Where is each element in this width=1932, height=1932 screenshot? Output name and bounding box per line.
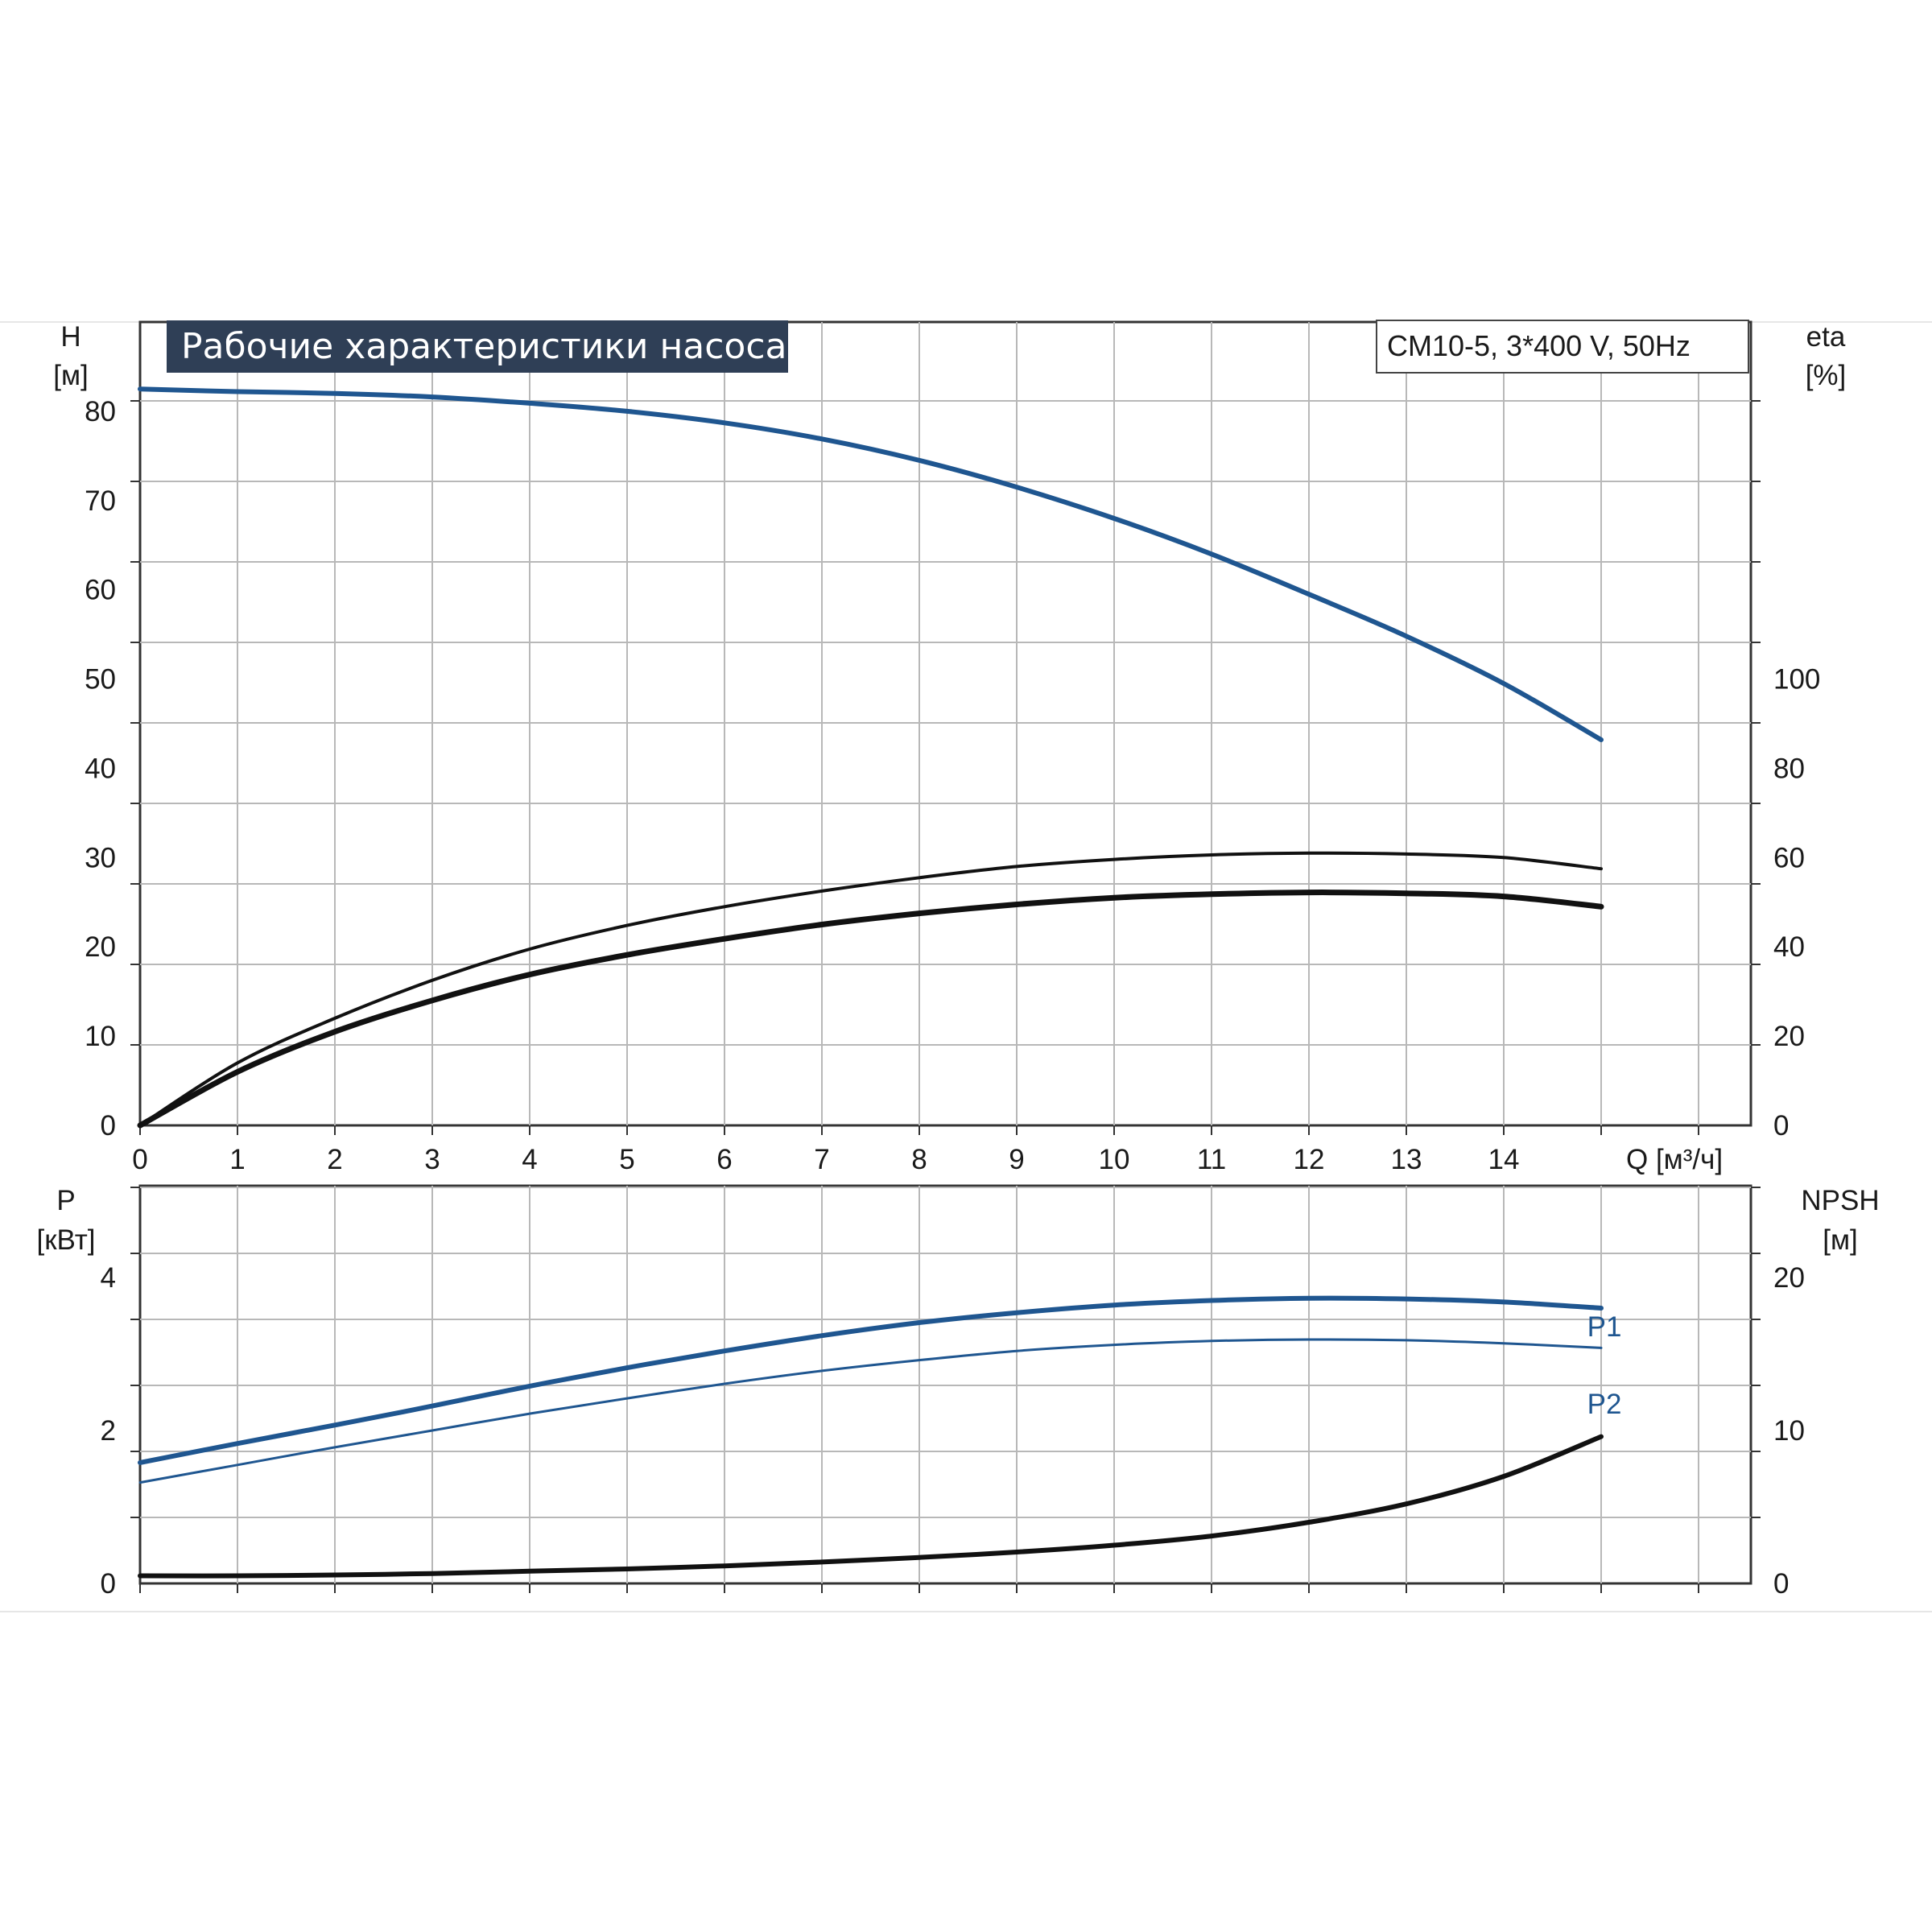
- chart-title-background: [167, 320, 788, 373]
- x-tick-label: 1: [229, 1144, 245, 1175]
- y-right-tick-label: 60: [1773, 842, 1805, 873]
- h-axis-unit: [м]: [53, 360, 89, 391]
- curves: [137, 386, 1604, 1579]
- x-tick-label: 3: [424, 1144, 440, 1175]
- x-tick-label: 12: [1294, 1144, 1325, 1175]
- x-tick-label: 6: [716, 1144, 732, 1175]
- series-line-panel1-3: [137, 890, 1604, 1129]
- x-tick-label: 8: [911, 1144, 927, 1175]
- y-left-tick-label: 40: [85, 753, 116, 784]
- p1-series-label: P1: [1587, 1311, 1622, 1343]
- x-tick-label: 9: [1009, 1144, 1024, 1175]
- x-tick-label: 13: [1391, 1144, 1422, 1175]
- y-right-tick-label: 20: [1773, 1262, 1805, 1294]
- model-label: CM10-5, 3*400 V, 50Hz: [1387, 329, 1690, 362]
- y-right-tick-label: 40: [1773, 931, 1805, 963]
- x-tick-label: 14: [1488, 1144, 1520, 1175]
- model-label-box: CM10-5, 3*400 V, 50Hz: [1376, 320, 1749, 374]
- y-right-tick-label: 0: [1773, 1110, 1789, 1141]
- y-right-tick-label: 100: [1773, 664, 1820, 696]
- y-left-tick-label: 20: [85, 931, 116, 963]
- p-axis-unit: [кВт]: [37, 1224, 96, 1256]
- y-right-tick-label: 80: [1773, 753, 1805, 784]
- p-axis-symbol: P: [56, 1185, 75, 1216]
- y-right-tick-label: 20: [1773, 1021, 1805, 1052]
- p2-series-label: P2: [1587, 1389, 1622, 1420]
- eta-axis-unit: [%]: [1806, 360, 1847, 391]
- y-left-tick-label: 30: [85, 842, 116, 873]
- x-tick-label: 11: [1197, 1144, 1226, 1175]
- npsh-axis-symbol: NPSH: [1801, 1185, 1879, 1216]
- y-left-tick-label: 0: [101, 1110, 116, 1141]
- h-axis-symbol: H: [60, 321, 80, 353]
- npsh-axis-unit: [м]: [1823, 1224, 1858, 1256]
- model-label-frame: [1376, 320, 1749, 374]
- series-line-panel2-3: [138, 1434, 1604, 1579]
- y-left-tick-label: 10: [85, 1021, 116, 1052]
- x-tick-label: 4: [522, 1144, 537, 1175]
- series-line-panel1-1: [138, 386, 1604, 742]
- x-tick-label: 7: [814, 1144, 829, 1175]
- series-line-panel2-1: [138, 1295, 1604, 1465]
- x-tick-label: 5: [619, 1144, 634, 1175]
- x-tick-label: 10: [1099, 1144, 1130, 1175]
- y-left-tick-label: 50: [85, 664, 116, 696]
- y-left-tick-label: 80: [85, 396, 116, 427]
- series-line-panel1-2: [138, 851, 1603, 1127]
- y-left-tick-label: 70: [85, 485, 116, 517]
- x-tick-label: 0: [132, 1144, 147, 1175]
- y-right-tick-label: 0: [1773, 1568, 1789, 1600]
- y-left-tick-label: 0: [101, 1568, 116, 1600]
- y-right-tick-label: 10: [1773, 1415, 1805, 1447]
- chart-title-box: Рабочие характеристики насоса: [167, 320, 788, 373]
- chart-title: Рабочие характеристики насоса: [181, 326, 786, 367]
- y-left-tick-label: 60: [85, 575, 116, 606]
- y-left-tick-label: 2: [101, 1415, 116, 1447]
- chart-frames: [0, 320, 1932, 1612]
- x-tick-label: 2: [327, 1144, 342, 1175]
- grid: [130, 322, 1761, 1593]
- y-left-tick-label: 4: [101, 1262, 116, 1294]
- eta-axis-symbol: eta: [1806, 321, 1846, 353]
- q-axis-label: Q [м³/ч]: [1626, 1144, 1723, 1175]
- series-line-panel2-2: [138, 1338, 1603, 1484]
